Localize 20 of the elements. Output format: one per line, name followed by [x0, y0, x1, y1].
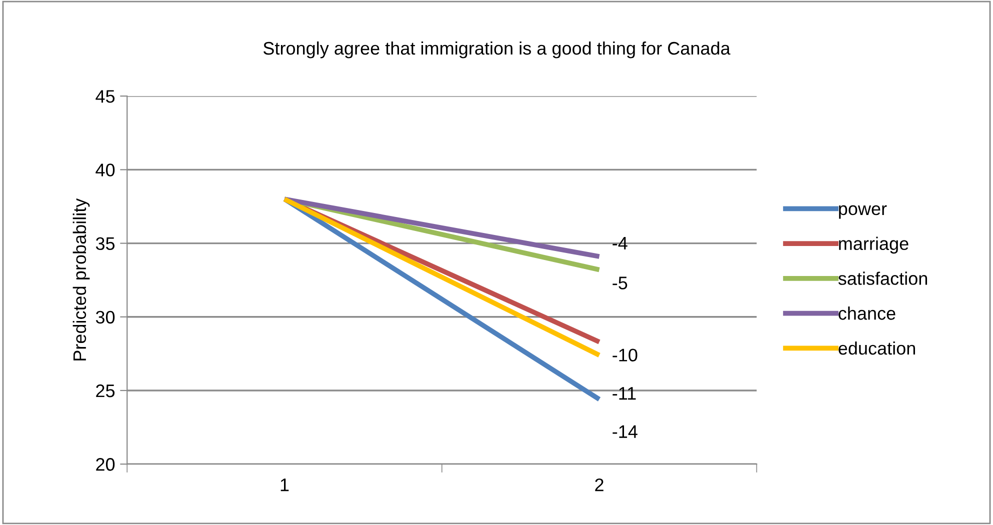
legend-label: satisfaction	[838, 272, 928, 285]
legend-label: chance	[838, 306, 896, 320]
legend-label: marriage	[839, 236, 908, 254]
x-tick-label: 2	[595, 478, 604, 492]
y-tick-label: 35	[96, 237, 115, 250]
y-tick-label: 30	[96, 310, 115, 324]
chart-title: Strongly agree that immigration is a good thing for Canada	[263, 41, 730, 58]
x-tick-label: 1	[280, 478, 289, 492]
y-axis-title: Predicted probability	[72, 198, 90, 360]
annotation: -5	[612, 276, 628, 290]
annotation: -14	[612, 425, 638, 438]
legend-label: education	[838, 341, 915, 355]
annotation: -4	[612, 237, 628, 250]
y-tick-label: 20	[96, 458, 115, 471]
y-tick-label: 40	[96, 164, 115, 176]
legend-label: power	[839, 205, 887, 219]
y-tick-label: 25	[96, 384, 115, 398]
y-tick-label: 45	[96, 90, 115, 103]
annotation: -11	[612, 387, 636, 400]
annotation: -10	[612, 348, 638, 362]
